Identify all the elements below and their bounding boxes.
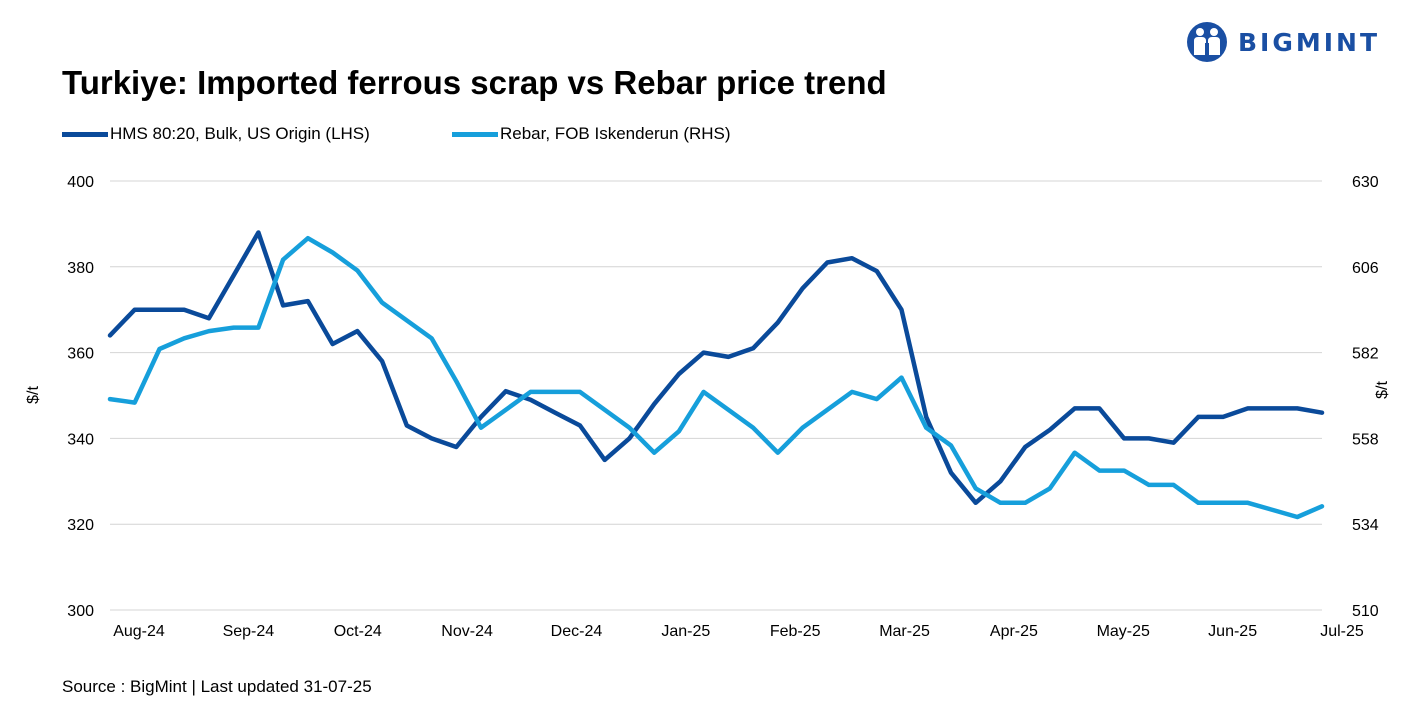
x-tick-label: Jan-25 bbox=[661, 623, 710, 640]
source-note: Source : BigMint | Last updated 31-07-25 bbox=[62, 677, 372, 696]
x-tick-label: Apr-25 bbox=[990, 623, 1038, 640]
y-tick-label-right: 558 bbox=[1352, 431, 1379, 448]
bigmint-logo-icon bbox=[1187, 22, 1227, 62]
y-axis-label-left: $/t bbox=[25, 386, 42, 404]
chart-title: Turkiye: Imported ferrous scrap vs Rebar… bbox=[62, 64, 887, 101]
y-tick-label-left: 400 bbox=[67, 174, 94, 191]
gridlines bbox=[110, 180, 1322, 611]
x-tick-label: Sep-24 bbox=[223, 623, 275, 640]
legend-label-hms: HMS 80:20, Bulk, US Origin (LHS) bbox=[110, 124, 370, 143]
y-tick-label-right: 534 bbox=[1352, 517, 1379, 534]
brand-name: BIGMINT bbox=[1238, 27, 1381, 57]
x-tick-label: Jun-25 bbox=[1208, 623, 1257, 640]
y-tick-label-left: 300 bbox=[67, 603, 94, 620]
y-axis-left: 400 380 360 340 320 300 bbox=[67, 174, 94, 620]
y-tick-label-left: 320 bbox=[67, 517, 94, 534]
x-tick-label: Aug-24 bbox=[113, 623, 165, 640]
y-tick-label-left: 360 bbox=[67, 346, 94, 363]
series-lines bbox=[107, 230, 1325, 520]
y-tick-label-right: 606 bbox=[1352, 260, 1379, 277]
y-axis-label-right: $/t bbox=[1374, 381, 1391, 399]
y-tick-label-right: 582 bbox=[1352, 346, 1379, 363]
x-tick-label: Jul-25 bbox=[1320, 623, 1364, 640]
series-line-hms bbox=[107, 230, 1325, 506]
x-tick-label: Nov-24 bbox=[441, 623, 493, 640]
y-tick-label-left: 340 bbox=[67, 431, 94, 448]
x-axis: Aug-24 Sep-24 Oct-24 Nov-24 Dec-24 Jan-25 Feb-… bbox=[113, 623, 1364, 640]
legend-swatch-hms bbox=[62, 131, 108, 137]
legend-item-hms: HMS 80:20, Bulk, US Origin (LHS) bbox=[62, 124, 370, 144]
y-tick-label-right: 510 bbox=[1352, 603, 1379, 620]
y-tick-label-right: 630 bbox=[1352, 174, 1379, 191]
y-axis-right: 630 606 582 558 534 510 bbox=[1352, 174, 1379, 620]
legend-label-rebar: Rebar, FOB Iskenderun (RHS) bbox=[500, 124, 731, 143]
x-tick-label: Feb-25 bbox=[770, 623, 821, 640]
x-tick-label: Dec-24 bbox=[551, 623, 603, 640]
x-tick-label: Mar-25 bbox=[879, 623, 930, 640]
legend-item-rebar: Rebar, FOB Iskenderun (RHS) bbox=[452, 124, 731, 144]
brand-logo: BIGMINT bbox=[1186, 20, 1380, 64]
series-line-rebar bbox=[107, 235, 1325, 520]
legend-swatch-rebar bbox=[452, 131, 498, 137]
x-tick-label: Oct-24 bbox=[334, 623, 382, 640]
y-tick-label-left: 380 bbox=[67, 260, 94, 277]
x-tick-label: May-25 bbox=[1097, 623, 1150, 640]
